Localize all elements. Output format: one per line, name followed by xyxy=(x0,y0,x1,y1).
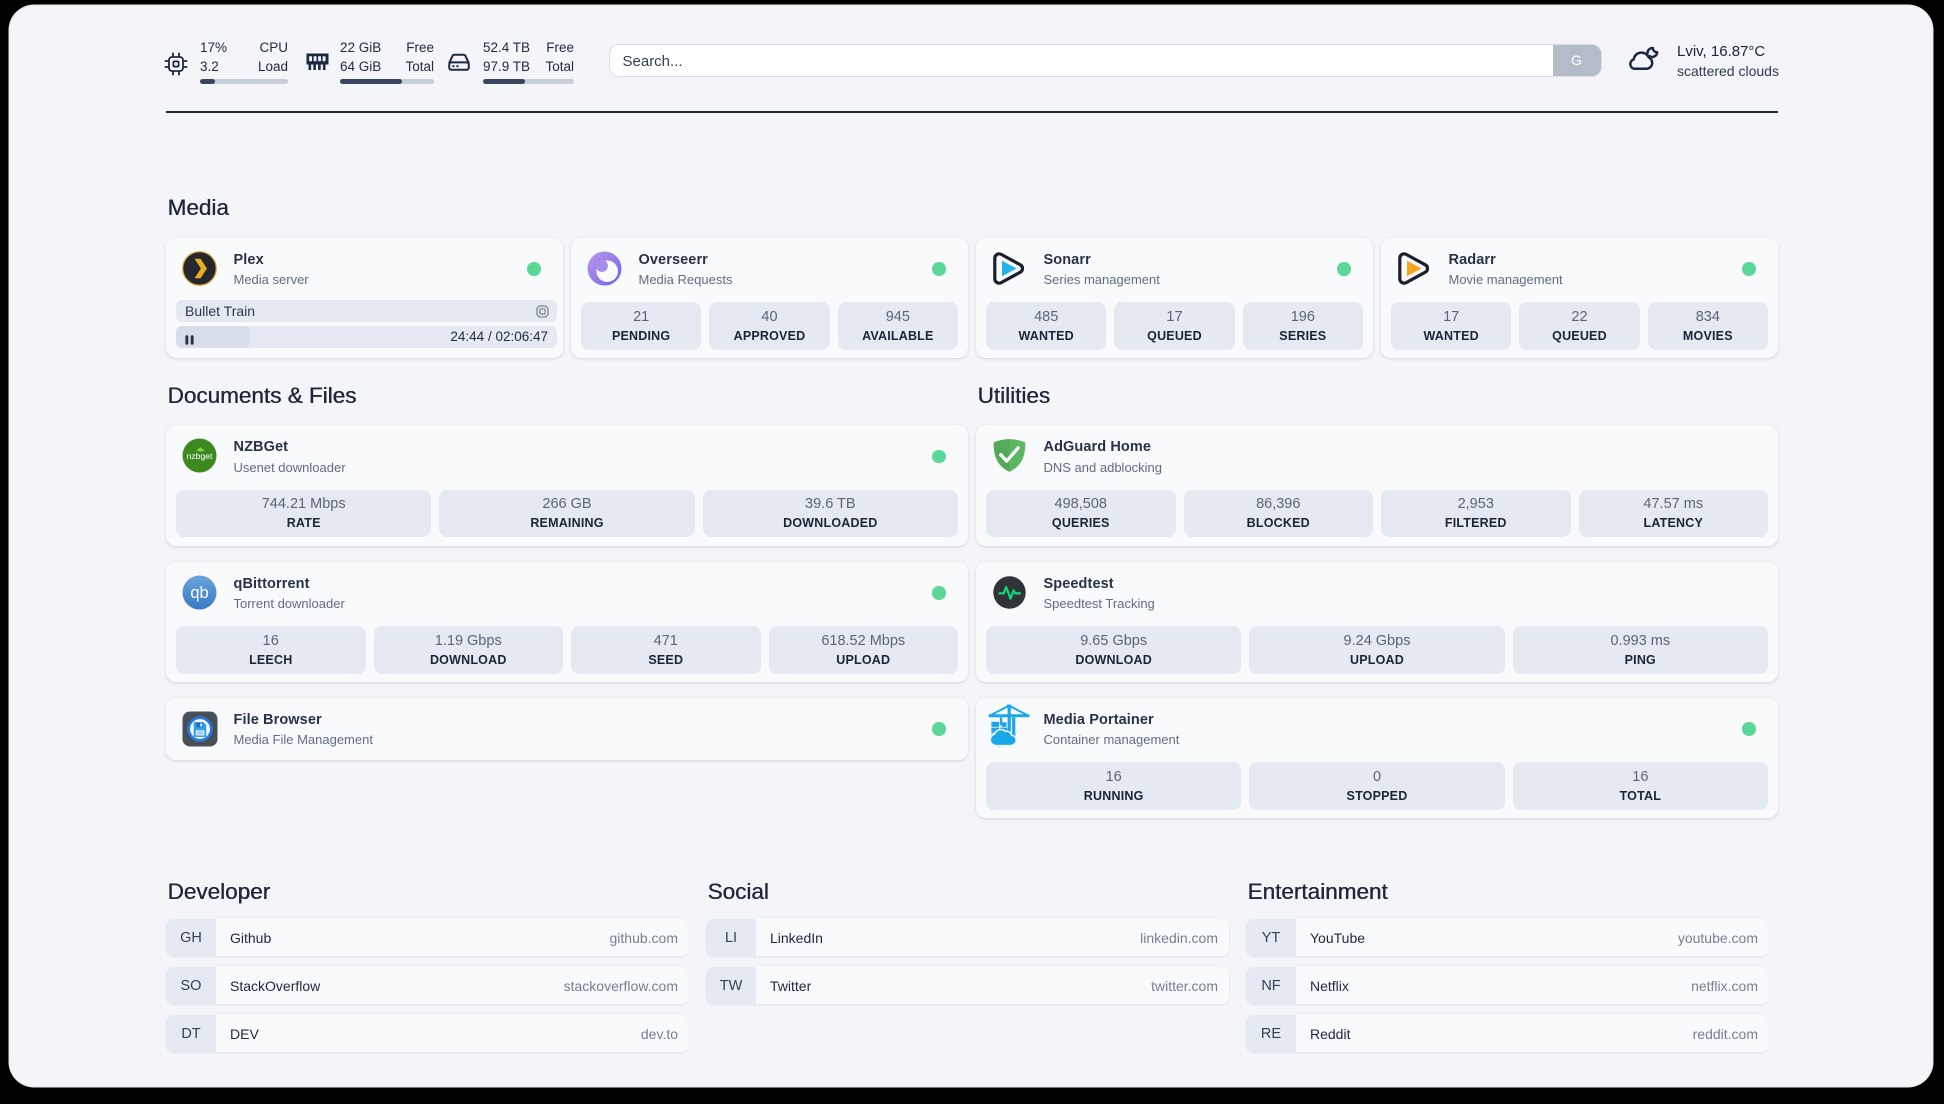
svg-text:qb: qb xyxy=(190,584,208,602)
svg-text:nzbget: nzbget xyxy=(187,451,213,461)
